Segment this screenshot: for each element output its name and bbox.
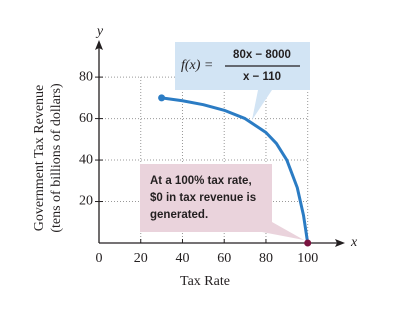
start-point bbox=[158, 94, 166, 102]
y-axis-letter: y bbox=[95, 24, 104, 39]
formula-box bbox=[175, 42, 310, 120]
annotation-line: generated. bbox=[150, 209, 208, 221]
annotation-line: $0 in tax revenue is bbox=[150, 192, 256, 204]
x-tick-label: 80 bbox=[259, 251, 273, 266]
x-tick-label: 40 bbox=[175, 251, 189, 266]
y-tick-label: 80 bbox=[79, 69, 93, 84]
formula-denominator: x − 110 bbox=[243, 71, 281, 83]
annotation-line: At a 100% tax rate, bbox=[150, 175, 252, 187]
x-tick-label: 20 bbox=[134, 251, 148, 266]
y-tick-label: 40 bbox=[79, 152, 93, 167]
x-axis-title: Tax Rate bbox=[180, 274, 230, 289]
end-point bbox=[304, 239, 312, 247]
x-tick-label: 100 bbox=[297, 251, 318, 266]
formula-lhs: f(x) = bbox=[181, 58, 213, 73]
x-tick-label: 60 bbox=[217, 251, 231, 266]
annotation-box bbox=[140, 164, 304, 240]
x-axis-letter: x bbox=[350, 235, 358, 250]
x-arrow bbox=[335, 239, 345, 247]
x-tick-label: 0 bbox=[96, 251, 103, 266]
y-axis-title: Government Tax Revenue bbox=[32, 85, 47, 232]
curve bbox=[161, 96, 310, 244]
y-axis-title: (tens of billions of dollars) bbox=[49, 83, 64, 233]
formula-numerator: 80x − 8000 bbox=[233, 49, 291, 61]
y-tick-label: 60 bbox=[79, 111, 93, 126]
y-arrow bbox=[95, 40, 103, 50]
y-tick-label: 20 bbox=[79, 194, 93, 209]
